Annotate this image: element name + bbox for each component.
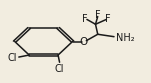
Text: Cl: Cl: [55, 64, 64, 74]
Text: Cl: Cl: [7, 53, 17, 63]
Text: F: F: [105, 14, 111, 24]
Text: F: F: [95, 10, 101, 20]
Text: O: O: [80, 37, 88, 46]
Text: F: F: [82, 14, 88, 24]
Text: NH₂: NH₂: [116, 33, 135, 43]
